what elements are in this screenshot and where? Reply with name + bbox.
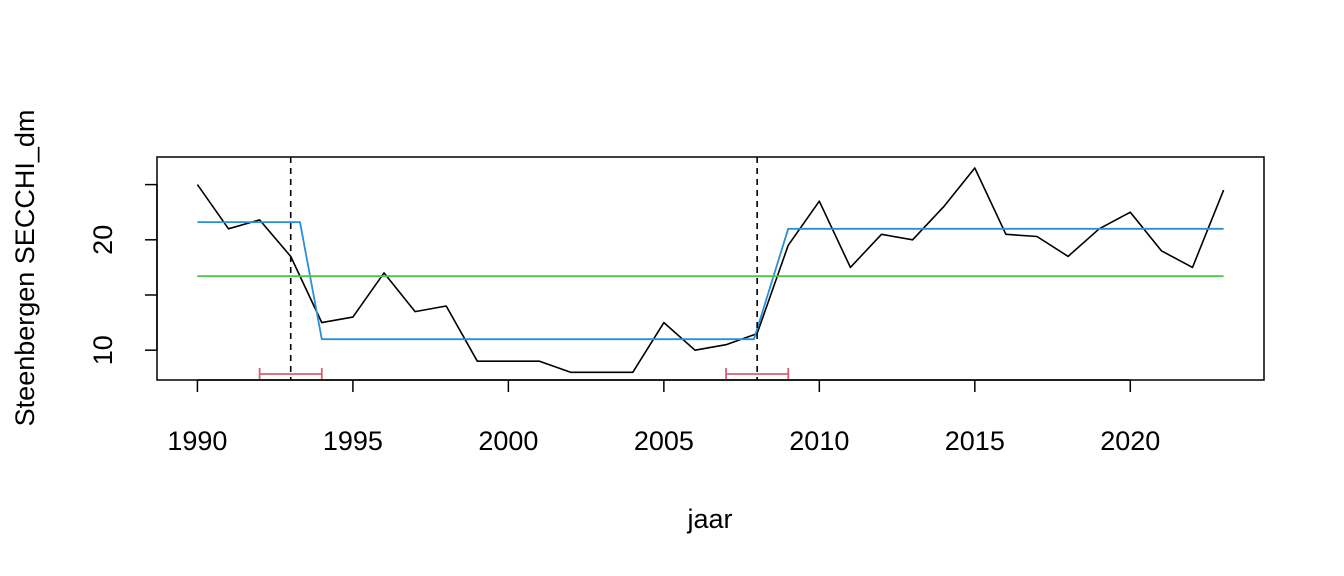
x-axis-label: jaar xyxy=(686,504,732,534)
x-tick-label: 2020 xyxy=(1100,426,1160,456)
y-axis: 10 20 xyxy=(88,183,158,365)
segment-means-line xyxy=(197,221,1224,341)
breakpoint-layer xyxy=(258,157,790,380)
y-tick-label: 20 xyxy=(88,225,118,255)
x-tick-label: 1990 xyxy=(167,426,227,456)
x-tick-label: 2005 xyxy=(634,426,694,456)
y-tick-label: 10 xyxy=(88,335,118,365)
x-tick-label: 2000 xyxy=(478,426,538,456)
observed-line xyxy=(196,167,1225,374)
series-layer xyxy=(196,167,1225,374)
x-tick-label: 2010 xyxy=(789,426,849,456)
x-axis: 1990 1995 2000 2005 2010 2015 2020 xyxy=(167,379,1160,456)
x-tick-label: 2015 xyxy=(945,426,1005,456)
y-axis-label: Steenbergen SECCHI_dm xyxy=(10,110,40,427)
x-tick-label: 1995 xyxy=(323,426,383,456)
